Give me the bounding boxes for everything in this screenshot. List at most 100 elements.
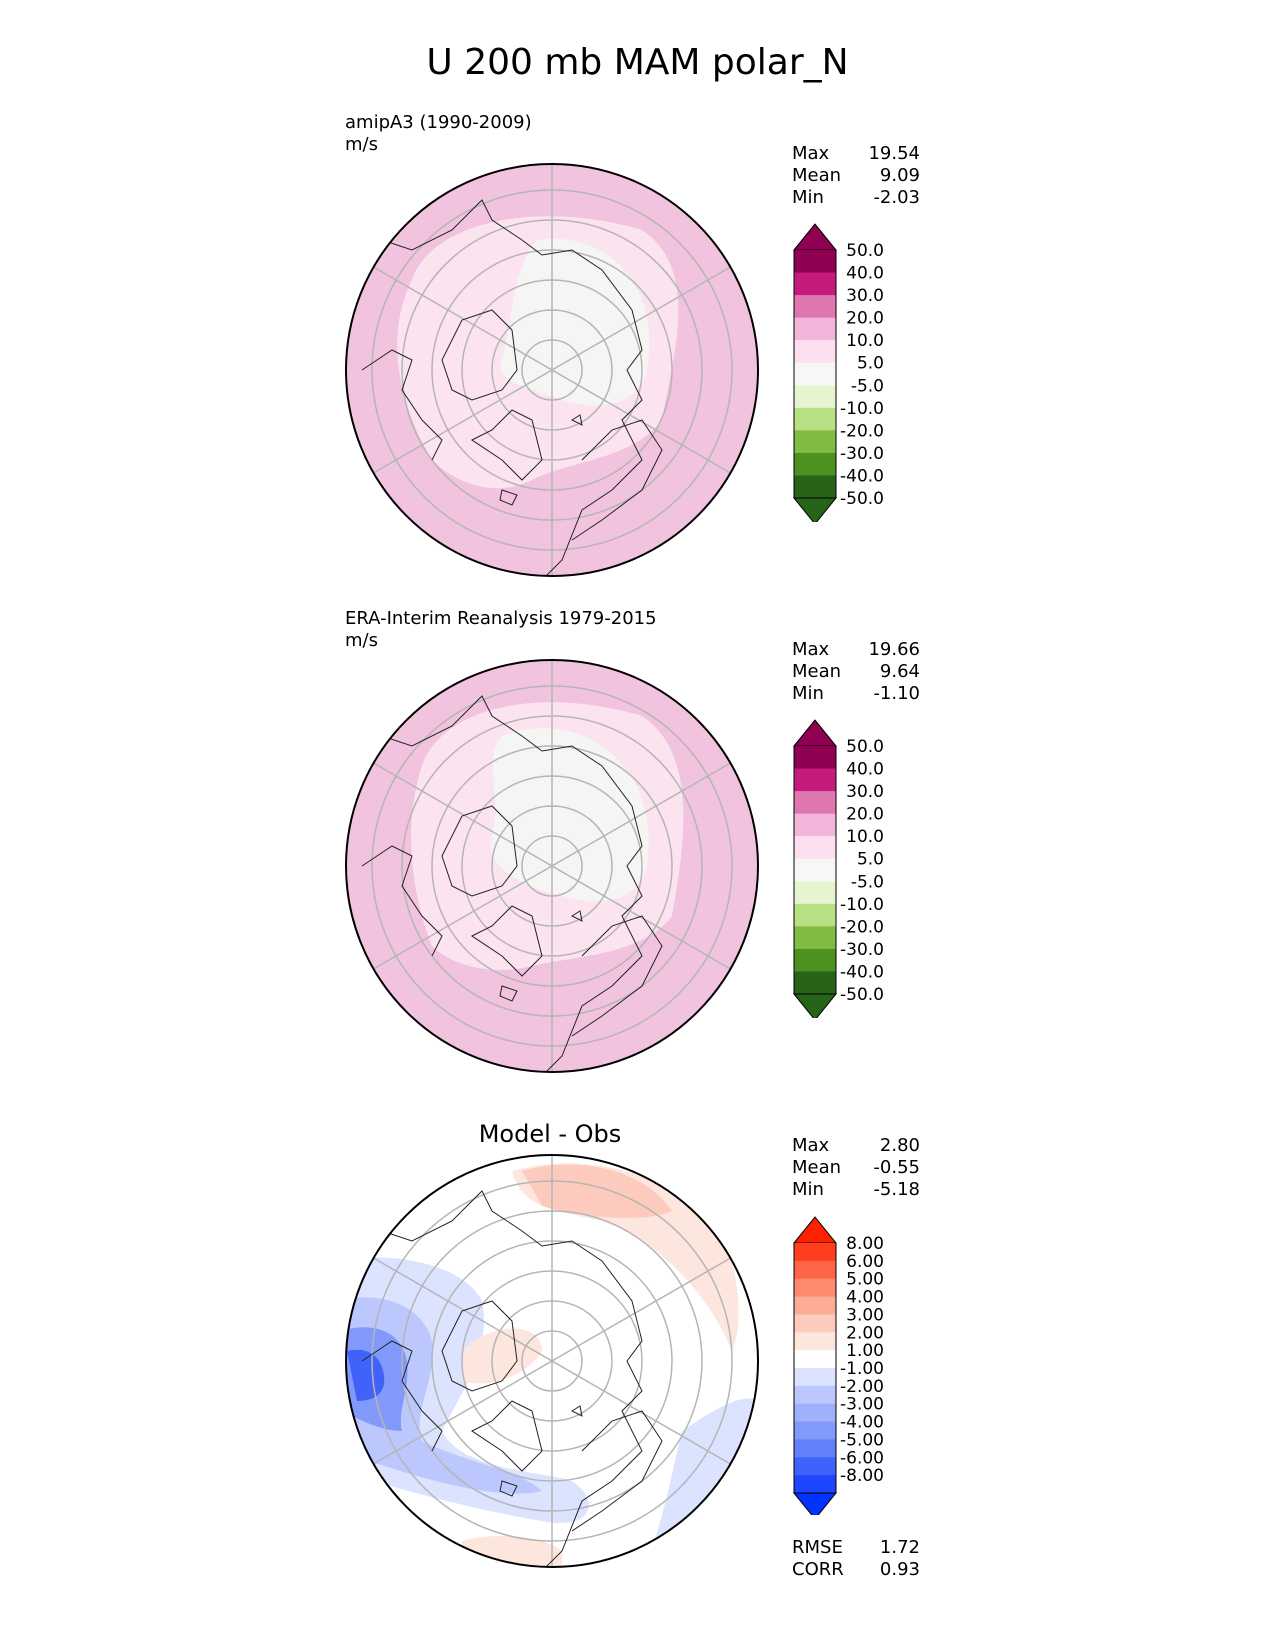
colorbar-bottom-extend xyxy=(792,497,838,522)
colorbar-segment xyxy=(794,1439,836,1458)
colorbar-segment xyxy=(794,746,836,770)
colorbar-tick-label: -40.0 xyxy=(840,466,884,486)
colorbar-tick-label: -5.00 xyxy=(840,1430,884,1450)
colorbar-tick-label: 5.0 xyxy=(857,850,884,870)
panel2-label-block: ERA-Interim Reanalysis 1979-2015 m/s xyxy=(345,608,657,652)
stat-value: 9.64 xyxy=(879,661,920,682)
colorbar-tick-label: 3.00 xyxy=(846,1305,884,1325)
colorbar-tick-label: 4.00 xyxy=(846,1288,884,1308)
colorbar-segment xyxy=(794,1332,836,1351)
panel2-units: m/s xyxy=(345,630,378,651)
stat-value: 2.80 xyxy=(879,1135,920,1156)
colorbar-tick-label: -4.00 xyxy=(840,1413,884,1433)
colorbar-tick-label: -20.0 xyxy=(840,421,884,441)
colorbar-segment xyxy=(794,1457,836,1476)
colorbar-tick-label: 6.00 xyxy=(846,1252,884,1272)
colorbar-segment xyxy=(794,1243,836,1262)
stat-value: 9.09 xyxy=(879,165,920,186)
colorbar-bottom-extend xyxy=(792,1492,838,1515)
colorbar-tick-label: -50.0 xyxy=(840,489,884,509)
colorbar-tick-label: 40.0 xyxy=(846,264,884,284)
colorbar-segment xyxy=(794,407,836,431)
colorbar-top-extend xyxy=(792,223,838,251)
stat-label: Mean xyxy=(792,661,842,682)
panel1-units: m/s xyxy=(345,134,378,155)
colorbar-tick-label: 5.00 xyxy=(846,1270,884,1290)
colorbar-tick-label: 2.00 xyxy=(846,1323,884,1343)
colorbar-segment xyxy=(794,948,836,972)
stat-value: -0.55 xyxy=(873,1157,920,1178)
colorbar-segment xyxy=(794,791,836,815)
colorbar-tick-label: 20.0 xyxy=(846,309,884,329)
colorbar-tick-label: 30.0 xyxy=(846,286,884,306)
colorbar-segment xyxy=(794,362,836,386)
stat-label: Min xyxy=(792,187,824,208)
stat-value: 19.66 xyxy=(868,639,920,660)
colorbar-segment xyxy=(794,768,836,792)
colorbar-segment xyxy=(794,1368,836,1387)
colorbar-segment xyxy=(794,926,836,950)
colorbar-top-extend xyxy=(792,1216,838,1244)
colorbar-tick-label: -10.0 xyxy=(840,895,884,915)
colorbar-segment xyxy=(794,971,836,995)
colorbar-segment xyxy=(794,295,836,319)
colorbar-segment xyxy=(794,340,836,364)
colorbar-segment xyxy=(794,1314,836,1333)
colorbar-bottom-extend xyxy=(792,993,838,1018)
metric-label: CORR xyxy=(792,1559,844,1580)
colorbar-tick-label: -10.0 xyxy=(840,399,884,419)
stat-label: Max xyxy=(792,143,830,164)
colorbar-segment xyxy=(794,858,836,882)
panel3-metrics: RMSE 1.72 CORR 0.93 xyxy=(792,1537,920,1581)
colorbar-segment xyxy=(794,813,836,837)
panel1-stats: Max 19.54 Mean 9.09 Min -2.03 xyxy=(792,143,920,209)
colorbar-segment xyxy=(794,1421,836,1440)
colorbar-segment xyxy=(794,903,836,927)
panel3-polar-map xyxy=(345,1154,759,1568)
metric-value: 1.72 xyxy=(879,1537,920,1558)
panel2-polar-map xyxy=(345,659,759,1073)
colorbar-segment xyxy=(794,317,836,341)
panel3-colorbar: 8.006.005.004.003.002.001.00-1.00-2.00-3… xyxy=(792,1216,884,1515)
colorbar-tick-label: 5.0 xyxy=(857,354,884,374)
panel2-colorbar: 50.0 40.030.0 20.010.0 5.0-5.0 -10.0-20.0 -30… xyxy=(792,719,884,1018)
colorbar-tick-label: -8.00 xyxy=(840,1466,884,1486)
colorbar-tick-label: -30.0 xyxy=(840,444,884,464)
colorbar-tick-label: 30.0 xyxy=(846,782,884,802)
colorbar-segment xyxy=(794,1296,836,1315)
colorbar-segment xyxy=(794,272,836,296)
figure-title: U 200 mb MAM polar_N xyxy=(426,42,849,83)
colorbar-segment xyxy=(794,452,836,476)
colorbar-segment xyxy=(794,836,836,860)
colorbar-segment xyxy=(794,1260,836,1280)
colorbar-tick-label: -5.0 xyxy=(851,376,884,396)
panel3-subtitle: Model - Obs xyxy=(478,1120,622,1148)
colorbar-tick-label: -1.00 xyxy=(840,1359,884,1379)
colorbar-tick-label: -30.0 xyxy=(840,940,884,960)
metric-value: 0.93 xyxy=(879,1559,920,1580)
colorbar-tick-label: -2.00 xyxy=(840,1377,884,1397)
colorbar-tick-label: 50.0 xyxy=(846,241,884,261)
colorbar-segment xyxy=(794,430,836,454)
stat-label: Mean xyxy=(792,165,842,186)
stat-label: Min xyxy=(792,1179,824,1200)
stat-value: 19.54 xyxy=(868,143,920,164)
colorbar-tick-label: 20.0 xyxy=(846,805,884,825)
stat-value: -2.03 xyxy=(873,187,920,208)
colorbar-tick-label: 8.00 xyxy=(846,1234,884,1254)
colorbar-tick-label: -6.00 xyxy=(840,1448,884,1468)
colorbar-segment xyxy=(794,1403,836,1423)
colorbar-tick-label: 40.0 xyxy=(846,760,884,780)
colorbar-tick-label: 10.0 xyxy=(846,331,884,351)
colorbar-tick-label: 1.00 xyxy=(846,1341,884,1361)
panel3-stats: Max 2.80 Mean -0.55 Min -5.18 xyxy=(792,1135,920,1201)
colorbar-segment xyxy=(794,250,836,274)
colorbar-tick-label: -5.0 xyxy=(851,872,884,892)
stat-value: -5.18 xyxy=(873,1179,920,1200)
metric-label: RMSE xyxy=(792,1537,843,1558)
colorbar-segment xyxy=(794,881,836,905)
panel1-label-block: amipA3 (1990-2009) m/s xyxy=(345,112,532,156)
colorbar-segment xyxy=(794,385,836,409)
colorbar-segment xyxy=(794,1475,836,1494)
colorbar-tick-label: -50.0 xyxy=(840,985,884,1005)
